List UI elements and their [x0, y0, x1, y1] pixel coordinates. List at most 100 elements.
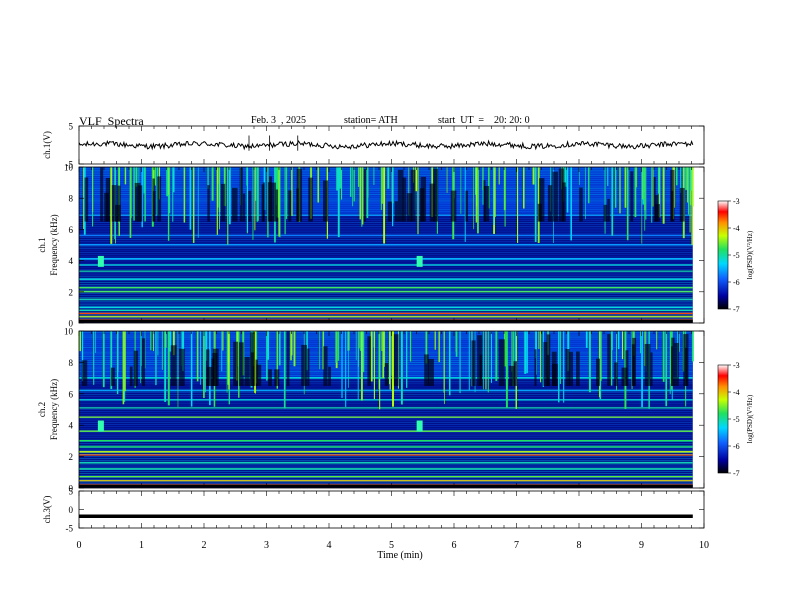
noise-row [79, 218, 693, 220]
noise-row [79, 184, 693, 186]
sferic-streak [355, 331, 357, 360]
dark-gap [450, 190, 457, 222]
sferic-streak [152, 331, 154, 352]
sferic-streak [172, 331, 175, 356]
y-tick-label: 4 [69, 421, 74, 431]
sferic-streak [144, 167, 146, 222]
sferic-streak [641, 167, 643, 244]
sferic-streak [662, 331, 665, 382]
sferic-streak [558, 331, 560, 403]
noise-row [79, 412, 693, 414]
noise-row [79, 312, 693, 313]
noise-row [79, 352, 693, 354]
noise-row [79, 227, 693, 229]
noise-row [79, 214, 693, 216]
noise-row [79, 458, 693, 459]
noise-row [79, 222, 693, 223]
frequency-band [79, 286, 693, 289]
sferic-streak [219, 167, 220, 230]
noise-row [79, 469, 693, 471]
noise-row [79, 395, 693, 397]
noise-row [79, 405, 693, 407]
dark-gap [244, 356, 250, 386]
sferic-streak [339, 167, 342, 189]
noise-row [79, 169, 693, 171]
noise-row [79, 181, 693, 182]
noise-row [79, 386, 693, 388]
sferic-streak [534, 167, 537, 243]
noise-row [79, 478, 693, 480]
sferic-streak [227, 167, 229, 245]
y-tick-label: 6 [69, 225, 74, 235]
x-tick-label: 2 [202, 540, 207, 551]
y-tick-label: 8 [69, 358, 74, 368]
sferic-streak [504, 167, 506, 227]
frequency-band [79, 278, 693, 280]
dark-gap [206, 349, 210, 386]
sferic-streak [166, 167, 169, 197]
colorbar-tick-label: -7 [733, 469, 740, 478]
x-tick-label: 7 [514, 540, 519, 551]
noise-row [79, 416, 693, 418]
sferic-streak [164, 331, 167, 348]
frequency-band [79, 264, 693, 266]
sferic-streak [226, 331, 228, 393]
noise-row [79, 399, 693, 401]
sferic-streak [143, 167, 145, 194]
dark-gap [170, 345, 177, 386]
sferic-streak [92, 167, 94, 213]
sferic-streak [409, 331, 412, 362]
sferic-streak [124, 331, 126, 392]
noise-row [79, 287, 693, 289]
sferic-streak [657, 167, 660, 194]
noise-row [79, 422, 693, 423]
sferic-streak [454, 167, 455, 199]
noise-row [79, 454, 693, 456]
sferic-streak [665, 331, 668, 407]
noise-row [79, 289, 693, 291]
noise-row [79, 414, 693, 416]
noise-row [79, 394, 693, 395]
noise-row [79, 242, 693, 244]
noise-row [79, 354, 693, 356]
sferic-streak [256, 167, 259, 222]
sferic-streak [370, 331, 373, 382]
sferic-streak [566, 167, 569, 213]
noise-row [79, 188, 693, 190]
sferic-streak [564, 167, 567, 187]
noise-row [79, 297, 693, 298]
noise-row [79, 335, 693, 337]
sferic-streak [141, 167, 143, 228]
noise-row [79, 293, 693, 294]
sferic-streak [610, 331, 613, 386]
noise-row [79, 291, 693, 293]
x-tick-label: 9 [639, 540, 644, 551]
noise-row [79, 471, 693, 472]
x-tick-label: 10 [699, 540, 709, 551]
sferic-streak [460, 167, 462, 214]
sferic-streak [345, 331, 347, 407]
sferic-streak [383, 331, 386, 367]
noise-row [79, 333, 693, 335]
y-axis-label: ch.2 [37, 402, 47, 417]
sferic-streak [254, 167, 257, 201]
sferic-streak [687, 167, 689, 215]
dark-gap [679, 187, 685, 222]
noise-row [79, 401, 693, 403]
frequency-band [79, 479, 693, 482]
colorbar-tick-label: -3 [733, 361, 740, 370]
noise-row [79, 220, 693, 221]
dark-gap [207, 185, 210, 222]
noise-row [79, 345, 693, 346]
sferic-streak [415, 167, 418, 192]
noise-row [79, 280, 693, 281]
sferic-streak [102, 331, 105, 388]
dark-gap [393, 334, 399, 386]
noise-row [79, 209, 693, 210]
dark-gap [471, 340, 476, 386]
y-tick-label: 0 [69, 319, 74, 329]
sferic-streak [624, 167, 627, 208]
sferic-streak [153, 167, 155, 184]
sferic-streak [221, 331, 223, 372]
